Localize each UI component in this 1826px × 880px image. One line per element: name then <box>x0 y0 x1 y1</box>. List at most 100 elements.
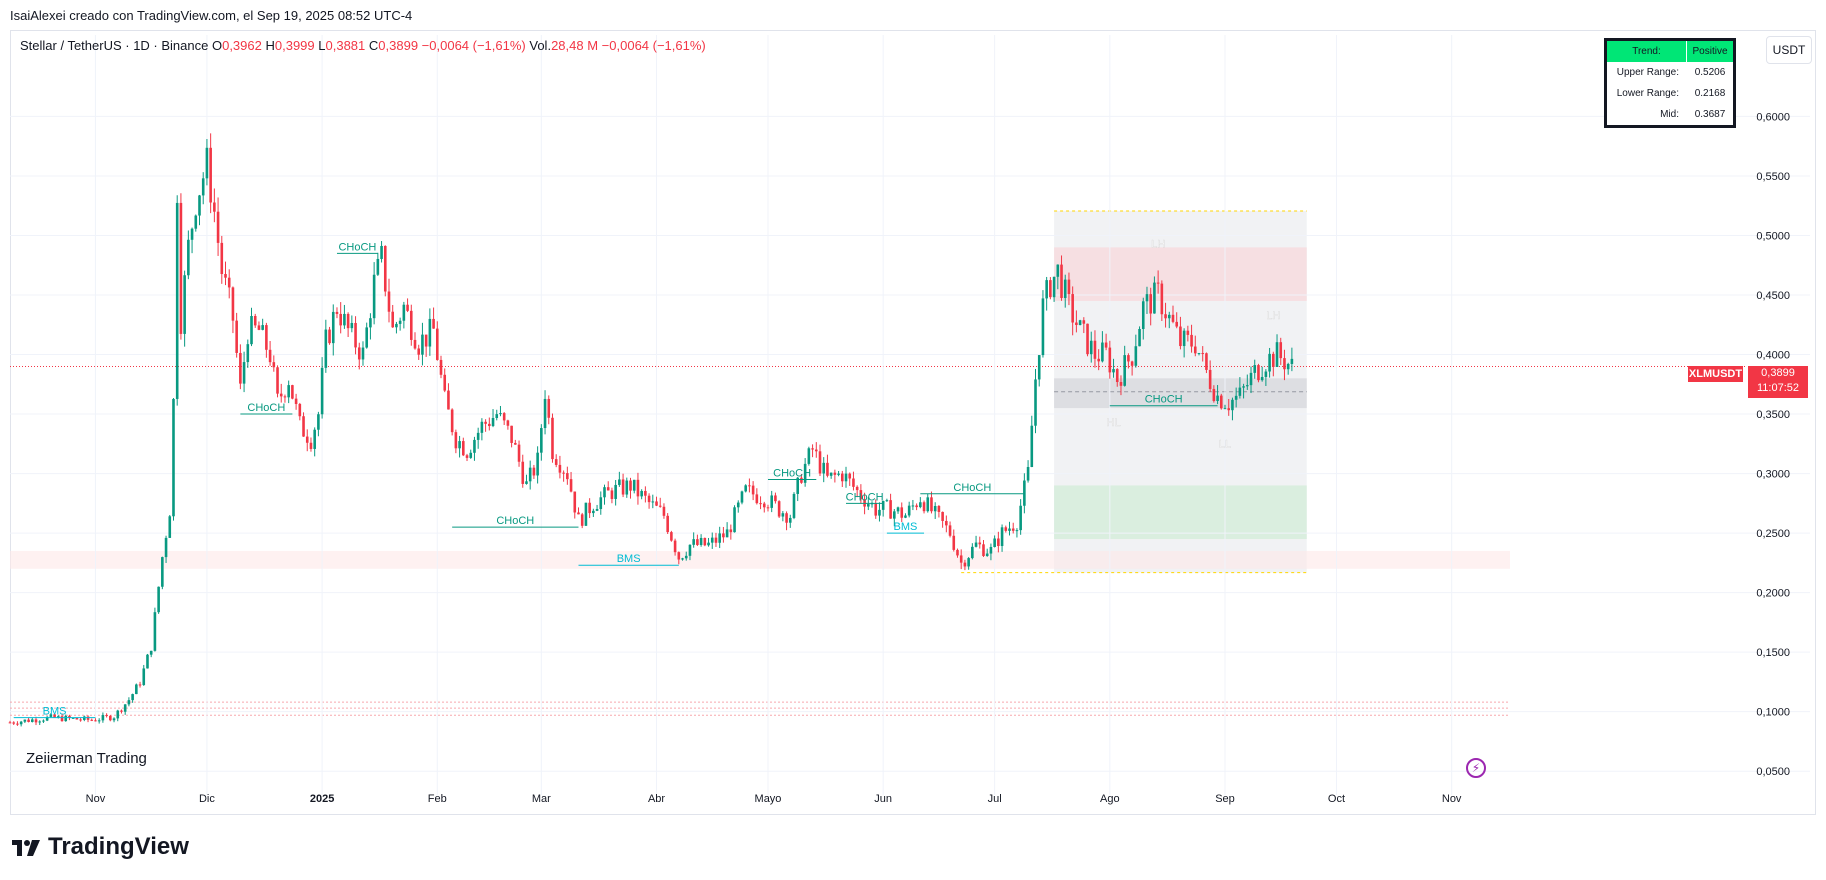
candle-body <box>1193 346 1197 354</box>
candle-body <box>525 481 528 484</box>
candle-body <box>250 315 253 345</box>
candle-body <box>1034 379 1037 426</box>
candle-body <box>272 362 276 368</box>
candle-body <box>183 275 186 334</box>
volume-value: 28,48 M <box>551 38 599 53</box>
candle-body <box>1286 363 1290 370</box>
candle-body <box>465 455 469 458</box>
candle-body <box>1223 408 1227 410</box>
candle-body <box>480 421 484 433</box>
candle-body <box>595 509 599 511</box>
candle-body <box>1026 466 1030 481</box>
candle-body <box>1015 530 1019 532</box>
candle-body <box>919 502 922 508</box>
candle-body <box>261 325 264 330</box>
candle-body <box>1238 387 1242 396</box>
candle-body <box>781 513 785 517</box>
candle-body <box>1201 353 1205 355</box>
candle-body <box>49 714 53 717</box>
candle-body <box>1004 527 1008 531</box>
candle-body <box>45 716 49 721</box>
candle-body <box>1123 355 1126 386</box>
candle-body <box>606 487 610 491</box>
candle-body <box>577 512 580 515</box>
candle-body <box>807 448 811 464</box>
structure-label: CHoCH <box>953 482 991 494</box>
candle-body <box>878 509 881 516</box>
candle-body <box>1093 340 1097 359</box>
currency-button[interactable]: USDT <box>1766 36 1812 64</box>
candle-body <box>941 511 944 521</box>
candle-body <box>1275 342 1279 367</box>
candle-body <box>109 715 112 721</box>
candle-body <box>666 515 669 533</box>
candle-body <box>83 716 86 720</box>
candle-body <box>79 719 82 721</box>
structure-label: CHoCH <box>846 491 884 503</box>
candle-body <box>818 451 822 474</box>
structure-label: CHoCH <box>496 515 534 527</box>
candle-body <box>1186 330 1190 335</box>
candle-body <box>432 318 435 329</box>
candle-body <box>291 385 294 399</box>
candle-body <box>424 334 428 347</box>
candle-body <box>142 668 146 685</box>
candle-body <box>361 347 365 360</box>
candle-body <box>194 215 198 229</box>
x-tick-label: Nov <box>1442 793 1462 805</box>
candle-body <box>618 479 621 485</box>
chart-caption: IsaiAlexei creado con TradingView.com, e… <box>10 8 413 23</box>
lightning-icon[interactable]: ⚡ <box>1466 758 1486 778</box>
candle-body <box>68 715 71 719</box>
candle-body <box>469 452 473 458</box>
candle-body <box>75 717 79 720</box>
candle-body <box>1149 294 1152 314</box>
upper-range-label: Upper Range: <box>1616 67 1679 78</box>
candle-body <box>34 719 38 723</box>
candle-body <box>658 505 662 507</box>
candle-body <box>458 441 461 449</box>
trend-label: Trend: <box>1607 41 1686 62</box>
candle-body <box>770 495 774 508</box>
candle-body <box>1272 353 1275 367</box>
candle-body <box>844 473 848 482</box>
candle-body <box>380 245 383 259</box>
candle-body <box>688 544 692 556</box>
candle-body <box>495 414 499 419</box>
mid-label: Mid: <box>1660 109 1679 120</box>
candle-body <box>681 558 684 560</box>
candle-body <box>945 520 948 526</box>
symbol-name[interactable]: Stellar / TetherUS · 1D · Binance <box>20 38 209 53</box>
candle-body <box>707 542 710 546</box>
support-zone <box>10 550 1510 569</box>
equilibrium-zone <box>1054 378 1307 409</box>
y-tick-label: 0,2000 <box>1756 588 1790 600</box>
candle-body <box>71 717 75 719</box>
candle-body <box>395 323 398 328</box>
candle-body <box>198 195 201 216</box>
candle-body <box>190 228 194 240</box>
candle-body <box>172 398 175 517</box>
candle-body <box>398 320 402 324</box>
x-tick-label: 2025 <box>310 793 334 805</box>
candle-body <box>603 487 606 498</box>
tradingview-logo[interactable]: TradingView <box>12 833 189 861</box>
candle-body <box>785 513 788 523</box>
candle-body <box>60 716 64 722</box>
candle-body <box>1023 480 1026 506</box>
lower-range-value: 0.2168 <box>1694 88 1726 99</box>
candle-body <box>1101 342 1104 362</box>
candle-body <box>528 467 532 482</box>
x-tick-label: Dic <box>199 793 215 805</box>
candle-body <box>1097 358 1100 362</box>
candle-body <box>1234 395 1238 400</box>
candle-body <box>974 542 978 547</box>
candle-body <box>989 546 993 554</box>
candle-body <box>406 304 409 311</box>
upper-range-row: Upper Range: 0.5206 <box>1607 62 1733 83</box>
candle-body <box>53 714 56 718</box>
candle-body <box>517 444 521 462</box>
candle-body <box>1045 280 1048 299</box>
candle-body <box>900 507 904 518</box>
